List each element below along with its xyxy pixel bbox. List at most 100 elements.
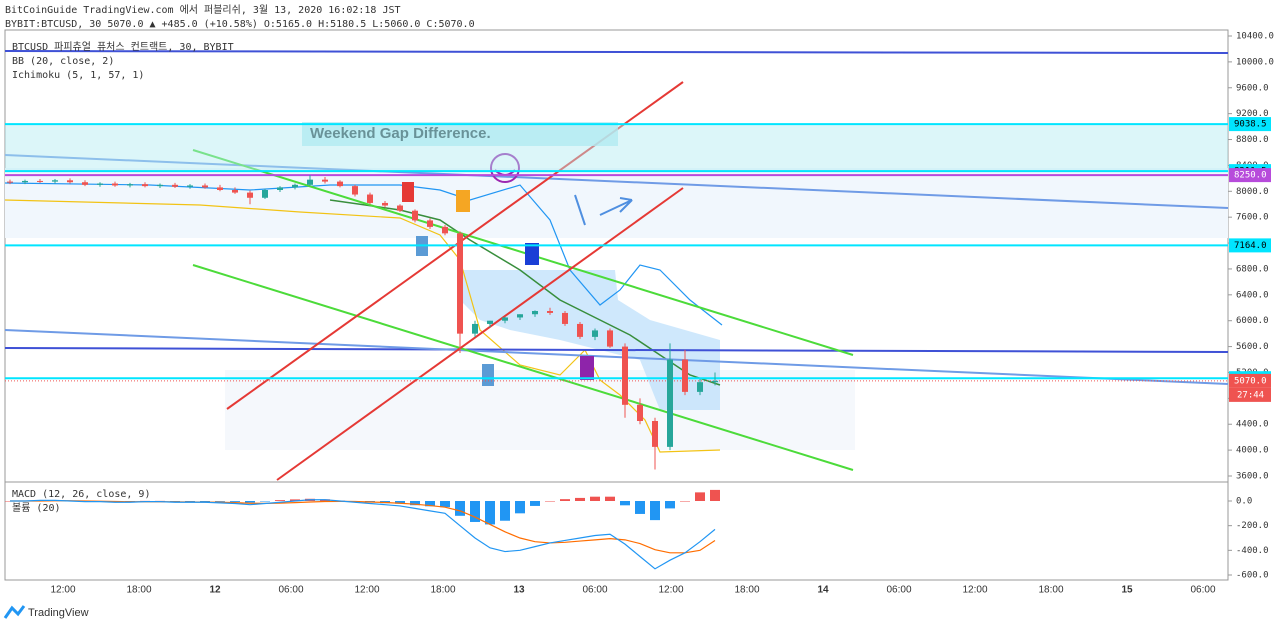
- price-label-box: [1229, 117, 1271, 132]
- trend-line: [4, 154, 1229, 209]
- candle-body: [427, 220, 433, 227]
- histogram-bar: [605, 496, 615, 501]
- x-tick-label: 06:00: [1190, 585, 1215, 596]
- background-layer: [4, 168, 1228, 453]
- range-shade: [225, 370, 855, 450]
- candle-body: [97, 183, 103, 185]
- histogram-bar: [620, 501, 630, 506]
- price-label: 9038.5: [1234, 120, 1267, 130]
- histogram-bar: [680, 501, 690, 502]
- y-tick-label: -400.0: [1236, 546, 1269, 556]
- annotation: Weekend Gap Difference.: [310, 125, 491, 142]
- channel-line: [192, 149, 854, 356]
- candle-body: [682, 359, 688, 392]
- histogram-bar: [455, 501, 465, 516]
- hand-icon: [402, 182, 414, 202]
- channel-line: [192, 264, 854, 471]
- x-tick-label: 12:00: [354, 585, 379, 596]
- candle-body: [697, 382, 703, 392]
- candle-body: [22, 180, 28, 183]
- candle-body: [412, 210, 418, 221]
- trend-line: [4, 329, 1229, 385]
- candle-body: [547, 311, 553, 313]
- y-tick-label: 4400.0: [1236, 420, 1269, 430]
- candle-body: [217, 187, 223, 190]
- trend-line: [4, 50, 1229, 54]
- range-shade: [5, 168, 1228, 238]
- y-tick-label: 3600.0: [1236, 472, 1269, 482]
- x-tick-label: 18:00: [430, 585, 455, 596]
- gap-band: [5, 124, 1228, 172]
- macd-line: [10, 499, 716, 570]
- histogram-bar: [695, 492, 705, 501]
- x-tick-label: 12:00: [962, 585, 987, 596]
- candle-body: [157, 184, 163, 187]
- x-tick-label: 15: [1121, 585, 1133, 596]
- y-tick-label: -600.0: [1236, 571, 1269, 581]
- histogram-bar: [530, 501, 540, 506]
- macd-title: MACD (12, 26, close, 9): [12, 489, 150, 500]
- channel-line: [276, 187, 684, 481]
- y-tick-label: 6800.0: [1236, 264, 1269, 274]
- y-tick-label: 10000.0: [1236, 57, 1274, 67]
- y-tick-label: 4000.0: [1236, 446, 1269, 456]
- candle-body: [127, 184, 133, 186]
- histogram-bar: [515, 501, 525, 514]
- candle-body: [592, 330, 598, 337]
- histogram-bar: [230, 501, 240, 502]
- histogram-bar: [410, 501, 420, 506]
- histogram-bar: [275, 500, 285, 501]
- histogram-bar: [425, 501, 435, 507]
- x-tick-label: 12: [209, 585, 221, 596]
- y-tick-label: 10400.0: [1236, 32, 1274, 42]
- candle-body: [532, 311, 538, 315]
- candle-body: [247, 192, 253, 198]
- annotation-box: [302, 122, 618, 146]
- x-tick-label: 06:00: [582, 585, 607, 596]
- candle-body: [307, 179, 313, 185]
- arrow-sketch: [574, 194, 633, 226]
- hand-icon: [456, 190, 470, 212]
- histogram-bar: [470, 501, 480, 522]
- y-tick-label: 9600.0: [1236, 83, 1269, 93]
- histogram-bar: [560, 499, 570, 501]
- candle-body: [622, 346, 628, 405]
- candle-body: [37, 180, 43, 182]
- candle-body: [112, 183, 118, 186]
- symbol-line: BYBIT:BTCUSD, 30 5070.0 ▲ +485.0 (+10.58…: [5, 19, 475, 30]
- hand-icon: [525, 243, 539, 265]
- price-label: 8250.0: [1234, 171, 1267, 181]
- y-tick-label: 0.0: [1236, 497, 1252, 507]
- hand-icon: [580, 356, 594, 380]
- bb-upper: [4, 182, 723, 326]
- candle-body: [292, 184, 298, 188]
- candle-body: [67, 180, 73, 183]
- histogram-bar: [185, 501, 195, 502]
- price-label: 5070.0: [1234, 376, 1267, 386]
- candle-body: [7, 181, 13, 183]
- candle-body: [382, 202, 388, 206]
- volume-title: 볼륨 (20): [12, 502, 61, 514]
- candle-body: [352, 186, 358, 195]
- price-label-box: [1229, 168, 1271, 183]
- legend-entry: Ichimoku (5, 1, 57, 1): [12, 70, 144, 81]
- histogram-bar: [170, 501, 180, 502]
- histogram-bar: [665, 501, 675, 509]
- x-tick-label: 06:00: [886, 585, 911, 596]
- trend-line: [4, 347, 1229, 353]
- histogram-bar: [500, 501, 510, 521]
- candle-body: [487, 320, 493, 324]
- smiley-icon: [490, 153, 520, 183]
- histogram-bar: [485, 501, 495, 525]
- candle-body: [577, 323, 583, 337]
- legend-entry: BTCUSD 파피츄얼 퓨처스 컨트랙트, 30, BYBIT: [12, 41, 234, 53]
- candle-body: [82, 182, 88, 185]
- candle-body: [562, 312, 568, 324]
- candle-body: [142, 184, 148, 187]
- candle-body: [667, 359, 673, 447]
- y-tick-label: 6400.0: [1236, 290, 1269, 300]
- y-tick-label: -200.0: [1236, 521, 1269, 531]
- histogram-bar: [650, 501, 660, 521]
- x-tick-label: 13: [513, 585, 525, 596]
